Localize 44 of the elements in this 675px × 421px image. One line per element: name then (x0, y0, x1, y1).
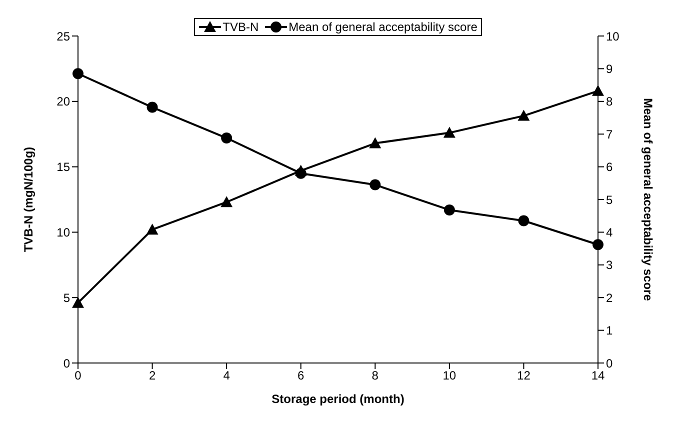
x-tick-label: 12 (517, 368, 531, 383)
x-tick-label: 8 (372, 368, 379, 383)
x-tick-label: 4 (223, 368, 230, 383)
x-tick-label: 0 (74, 368, 82, 383)
y2-tick-label: 6 (606, 160, 613, 174)
y2-tick-label: 4 (606, 225, 613, 240)
point (518, 110, 530, 121)
x-tick-label: 10 (442, 368, 456, 383)
y2-tick-label: 10 (606, 29, 620, 44)
y2-tick-label: 8 (606, 94, 613, 109)
legend-label: Mean of general acceptability score (288, 20, 478, 34)
y-tick-label: 15 (56, 160, 70, 174)
x-axis-title: Storage period (month) (272, 392, 404, 406)
point (518, 215, 530, 226)
y-tick-label: 20 (56, 94, 70, 109)
y2-axis-title: Mean of general acceptability score (640, 98, 655, 302)
point (221, 132, 232, 144)
y2-tick-label: 3 (606, 258, 613, 272)
point (370, 179, 381, 190)
x-tick-label: 14 (591, 368, 605, 383)
point (443, 126, 456, 138)
point (592, 239, 604, 250)
y2-tick-label: 2 (606, 290, 613, 305)
point (72, 296, 84, 308)
y2-tick-label: 5 (606, 192, 613, 207)
point (146, 224, 158, 235)
point (592, 84, 604, 96)
y-tick-label: 25 (56, 29, 70, 44)
point (72, 68, 84, 80)
point (146, 102, 158, 113)
y-tick-label: 5 (63, 290, 70, 305)
point (444, 204, 455, 216)
point (369, 137, 382, 148)
y-tick-label: 0 (63, 356, 70, 370)
x-tick-label: 6 (298, 368, 305, 383)
y2-tick-label: 7 (606, 127, 613, 142)
y-axis-title: TVB-N (mgN/100g) (21, 146, 36, 252)
y2-tick-label: 9 (606, 62, 613, 76)
point (220, 196, 233, 208)
y-tick-label: 10 (56, 225, 70, 240)
x-tick-label: 2 (148, 368, 156, 383)
y2-tick-label: 0 (606, 356, 613, 370)
y2-tick-label: 1 (606, 324, 613, 338)
legend-label: TVB-N (222, 20, 259, 34)
